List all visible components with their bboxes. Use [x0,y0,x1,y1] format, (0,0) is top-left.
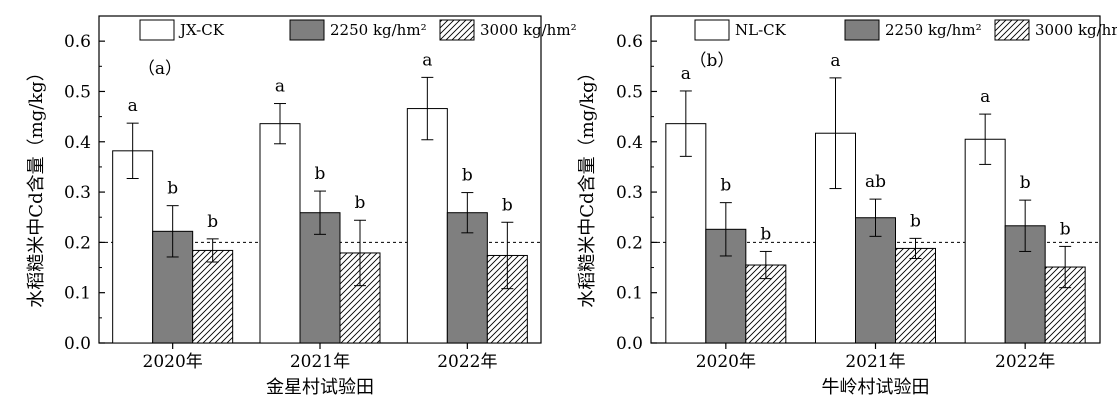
panel-b: 0.00.10.20.30.40.50.6abb2020年aabb2021年ab… [577,15,1117,398]
legend-label: 2250 kg/hm² [330,21,427,39]
significance-letter: b [167,179,178,199]
y-tick-label: 0.0 [616,334,643,354]
significance-letter: b [462,166,473,186]
y-tick-label: 0.5 [64,82,91,102]
panel-label: （a） [138,59,182,79]
y-tick-label: 0.3 [64,183,91,203]
y-tick-label: 0.6 [616,32,643,52]
significance-letter: ab [865,172,886,192]
significance-letter: a [128,96,138,116]
legend-swatch [994,19,1030,41]
legend-swatch [439,19,475,41]
y-tick-label: 0.6 [64,32,91,52]
legend-swatch [844,19,880,41]
bar-3 [192,249,234,344]
significance-letter: b [502,195,513,215]
legend-label: NL-CK [735,21,787,39]
y-tick-label: 0.2 [616,233,643,253]
x-tick-label: 2022年 [995,352,1055,372]
legend-swatch [139,19,175,41]
x-tick-label: 2020年 [143,352,203,372]
legend-label: JX-CK [178,21,225,39]
significance-letter: b [1020,173,1031,193]
legend-label: 2250 kg/hm² [885,21,982,39]
y-tick-label: 0.3 [616,183,643,203]
y-tick-label: 0.0 [64,334,91,354]
y-tick-label: 0.1 [64,284,91,304]
x-axis-title: 金星村试验田 [266,377,374,398]
significance-letter: b [910,211,921,231]
x-tick-label: 2020年 [696,352,756,372]
y-tick-label: 0.1 [616,284,643,304]
panel-label: （b） [690,51,735,71]
significance-letter: b [1060,219,1071,239]
bar-3 [895,247,936,344]
significance-letter: a [422,50,432,70]
bar-2 [855,217,896,344]
significance-letter: b [720,176,731,196]
y-axis-title: 水稻糙米中Cd含量（mg/kg） [26,63,47,307]
significance-letter: b [760,224,771,244]
y-tick-label: 0.5 [616,82,643,102]
panel-a: 0.0 0.1 0.2 0.3 0.4 0.5 0.6 a b b 2020年 a b b 2021年 a b b… [26,15,577,398]
significance-letter: b [207,212,218,232]
significance-letter: a [830,51,840,71]
bar-1 [665,123,707,344]
x-tick-label: 2021年 [845,352,905,372]
legend-swatch [694,19,730,41]
bar-1 [406,108,448,344]
x-tick-label: 2022年 [437,352,497,372]
y-tick-label: 0.4 [616,133,643,153]
bar-1 [259,123,301,344]
significance-letter: b [355,193,366,213]
legend-swatch [289,19,325,41]
significance-letter: a [275,77,285,97]
x-axis-title: 牛岭村试验田 [822,377,930,398]
y-axis-title: 水稻糙米中Cd含量（mg/kg） [577,63,598,307]
significance-letter: b [315,164,326,184]
bar-1 [112,150,154,344]
legend-label: 3000 kg/hm² [1035,21,1117,39]
x-tick-label: 2021年 [290,352,350,372]
legend-label: 3000 kg/hm² [480,21,577,39]
bar-1 [964,138,1006,344]
y-tick-label: 0.2 [64,233,91,253]
significance-letter: a [681,64,691,84]
bar-2 [446,212,488,344]
y-tick-label: 0.4 [64,133,91,153]
significance-letter: a [980,87,990,107]
